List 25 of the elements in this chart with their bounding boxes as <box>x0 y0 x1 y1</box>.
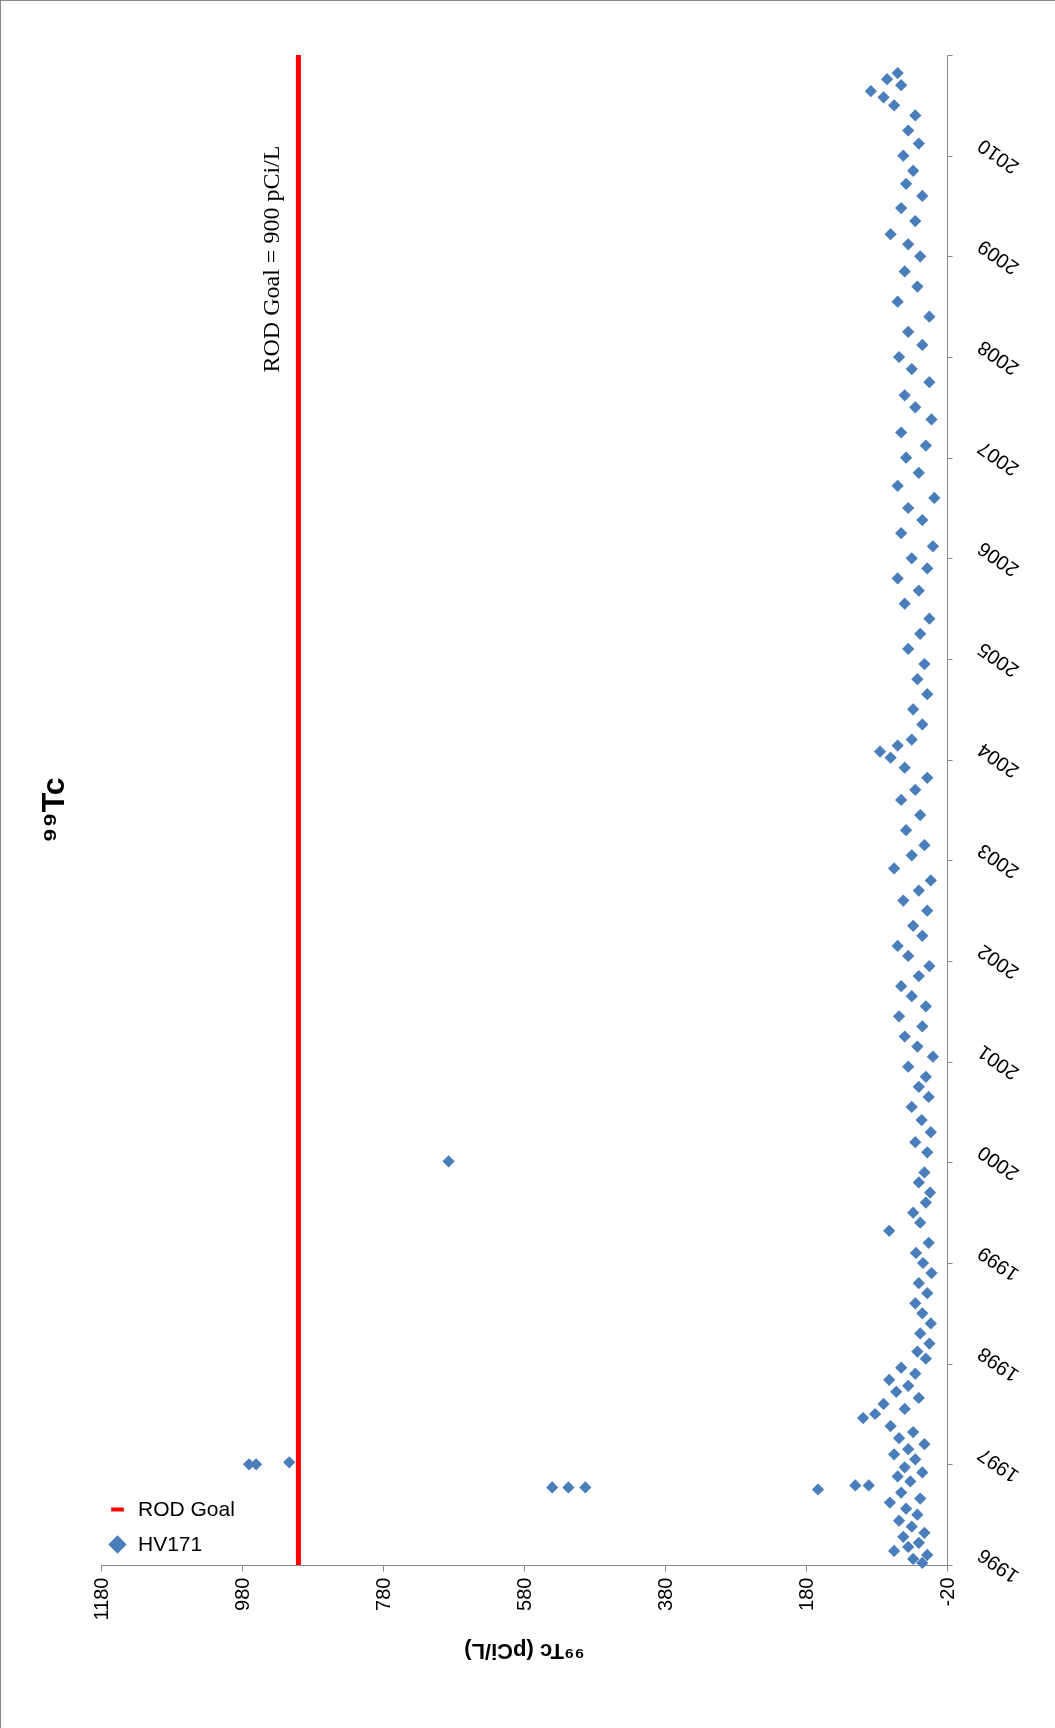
x-tick-label: 1180 <box>89 1577 112 1621</box>
legend-label: ROD Goal <box>138 1496 235 1520</box>
x-tick-label: 580 <box>512 1577 535 1611</box>
y-tick-label: 2005 <box>973 638 1023 683</box>
y-tick-label: 1999 <box>973 1242 1023 1287</box>
y-tick-label: 2007 <box>973 437 1023 481</box>
x-tick-label: 380 <box>653 1577 676 1611</box>
y-tick-label: 2003 <box>973 839 1023 884</box>
legend-label: HV171 <box>138 1531 203 1555</box>
y-tick-label: 2006 <box>973 537 1023 582</box>
text: ⁹⁹Tc <box>35 777 71 843</box>
y-tick-label: 2008 <box>973 336 1023 381</box>
x-tick-label: 780 <box>371 1577 394 1611</box>
y-tick-label: 1998 <box>973 1343 1023 1387</box>
y-tick-label: 2009 <box>973 235 1023 280</box>
x-tick-label: 180 <box>794 1577 817 1611</box>
y-tick-label: 1996 <box>973 1544 1023 1589</box>
x-tick-label: -20 <box>935 1577 958 1607</box>
y-tick-label: 2004 <box>973 739 1023 783</box>
x-tick-label: 980 <box>230 1577 253 1611</box>
y-tick-label: 2010 <box>973 135 1023 179</box>
y-tick-label: 2000 <box>973 1141 1023 1186</box>
y-tick-label: 1997 <box>973 1443 1023 1488</box>
annotation: ROD Goal = 900 pCi/L <box>258 145 285 373</box>
x-axis-title: ⁹⁹Tc (pCi/L) <box>464 1638 585 1664</box>
